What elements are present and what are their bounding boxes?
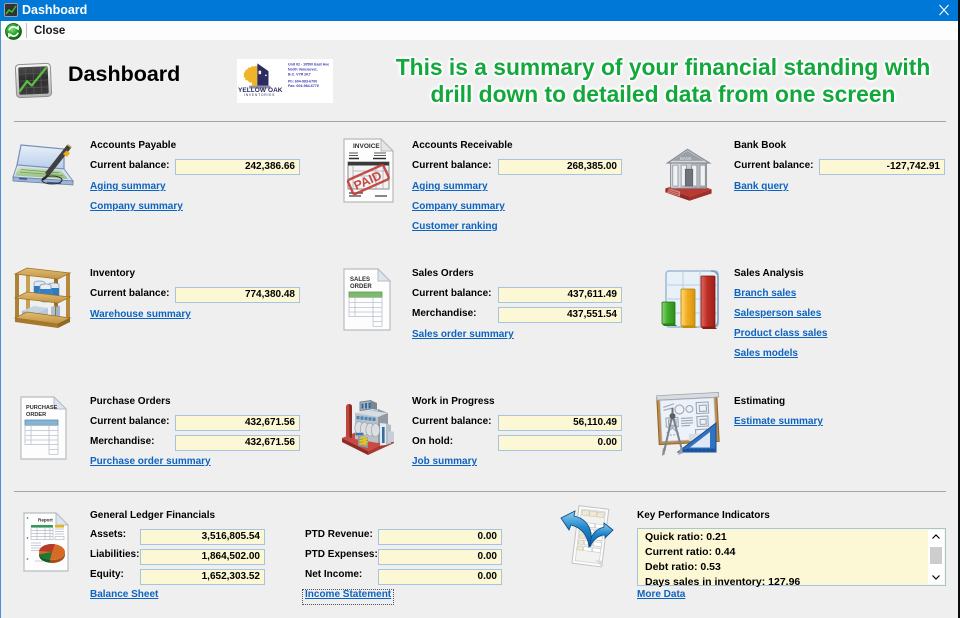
- svg-text:Unit 02 - 10500 East Ave: Unit 02 - 10500 East Ave: [288, 63, 329, 67]
- svg-text:Ph: 604-983-6700: Ph: 604-983-6700: [288, 80, 317, 84]
- svg-text:Fax: 604-984-6775: Fax: 604-984-6775: [288, 84, 319, 88]
- svg-text:Report: Report: [38, 518, 53, 523]
- svg-text:North Vancouver,: North Vancouver,: [288, 68, 318, 72]
- svg-text:PURCHASE: PURCHASE: [26, 405, 58, 411]
- svg-text:YELLOW OAK: YELLOW OAK: [238, 87, 283, 94]
- svg-text:B.C. V7R 2K7: B.C. V7R 2K7: [288, 73, 311, 77]
- svg-text:BANK: BANK: [680, 156, 692, 161]
- svg-text:INVOICE: INVOICE: [353, 143, 380, 150]
- svg-text:ORDER: ORDER: [26, 412, 46, 418]
- svg-text:SALES: SALES: [350, 277, 370, 283]
- svg-text:ORDER: ORDER: [350, 284, 372, 290]
- svg-text:INVENTORIES: INVENTORIES: [244, 93, 275, 97]
